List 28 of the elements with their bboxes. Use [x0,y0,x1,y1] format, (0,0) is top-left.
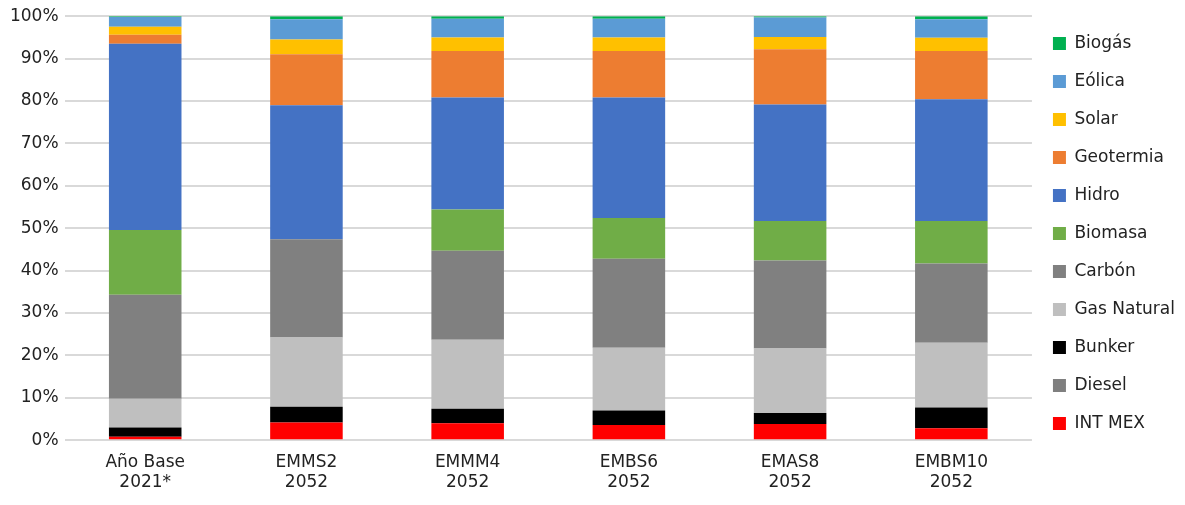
x-tick-label: EMMM4 2052 [434,450,501,492]
x-tick-label: EMAS8 2052 [760,450,820,492]
y-tick-label: 20% [20,343,59,364]
y-tick-label: 70% [20,131,59,152]
legend-label: Bunker [1074,335,1135,356]
legend-label: Gas Natural [1074,297,1176,318]
y-tick-label: 60% [20,174,59,195]
y-tick-label: 50% [20,216,59,237]
legend-label: Carbón [1074,259,1136,280]
x-tick-label: EMBM10 2052 [914,450,989,492]
y-tick-label: 40% [20,259,59,280]
legend-label: Solar [1074,107,1118,128]
y-tick-label: 100% [9,4,59,25]
y-tick-label: 90% [20,47,59,68]
x-tick-label: EMBS6 2052 [599,450,659,492]
y-tick-label: 30% [20,301,59,322]
legend-label: Biomasa [1074,221,1148,242]
y-tick-label: 10% [20,386,59,407]
y-tick-label: 80% [20,89,59,110]
x-tick-label: EMMS2 2052 [275,450,338,492]
legend-label: Hidro [1074,183,1120,204]
y-tick-label: 0% [31,428,59,449]
legend-label: INT MEX [1074,411,1146,432]
legend-label: Eólica [1074,69,1125,90]
x-tick-label: Año Base 2021* [105,450,186,492]
legend-label: Biogás [1074,31,1132,52]
legend-label: Diesel [1074,373,1127,394]
legend-label: Geotermia [1074,145,1165,166]
